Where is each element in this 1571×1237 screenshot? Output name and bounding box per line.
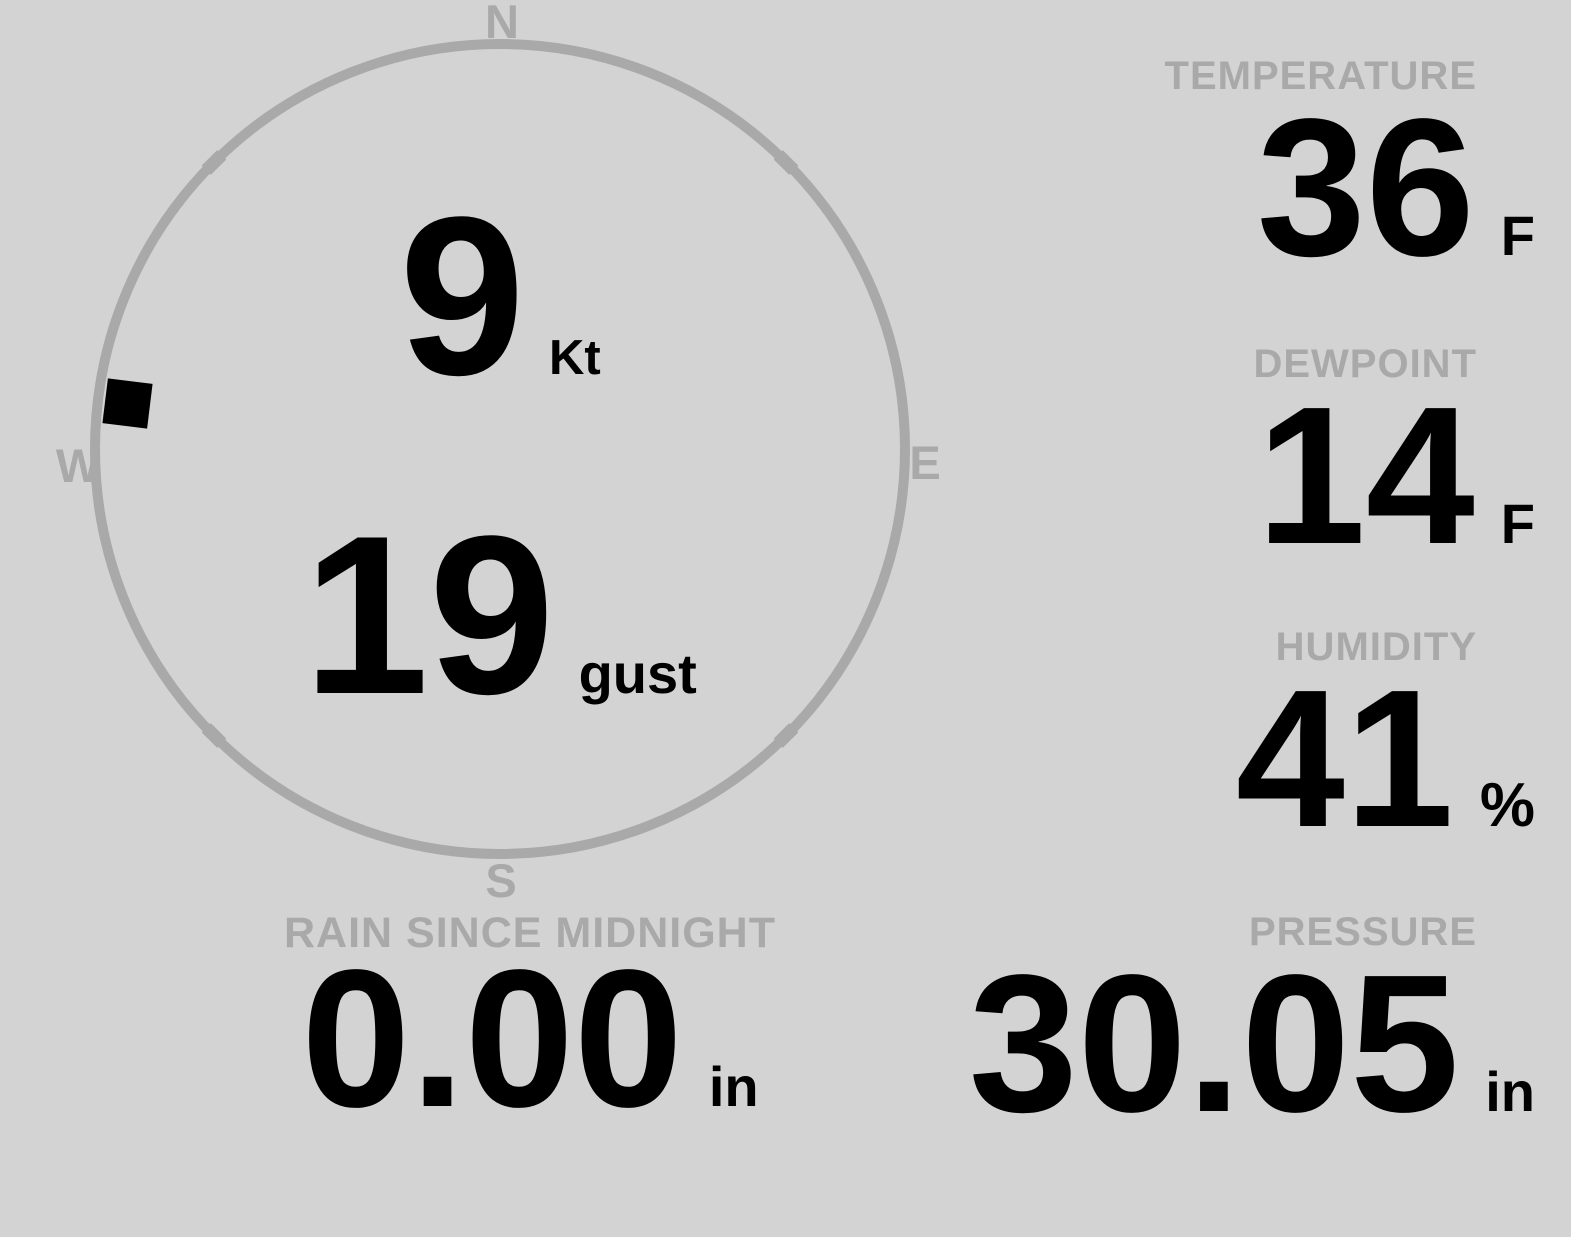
- dewpoint-section: DEWPOINT 14 F: [1253, 342, 1535, 585]
- wind-speed-value: 9: [399, 169, 525, 422]
- pressure-unit: in: [1485, 1060, 1535, 1123]
- wind-speed-unit: Kt: [548, 331, 601, 385]
- metrics-column: TEMPERATURE 36 F DEWPOINT 14 F HUMIDITY …: [875, 0, 1535, 1237]
- wind-gust-value: 19: [303, 488, 555, 741]
- rain-unit: in: [708, 1055, 759, 1118]
- wind-gust: 19 gust: [90, 488, 910, 741]
- compass-label-south: S: [485, 854, 517, 907]
- wind-compass: N E S W 9 Kt 19 gust: [56, 0, 941, 904]
- pressure-section: PRESSURE 30.05 in: [968, 910, 1535, 1153]
- humidity-label: HUMIDITY: [1275, 625, 1477, 669]
- humidity-value: 41: [1235, 649, 1454, 868]
- temperature-unit: F: [1500, 204, 1535, 267]
- compass-label-north: N: [485, 0, 519, 48]
- temperature-label: TEMPERATURE: [1164, 54, 1477, 98]
- wind-gust-unit: gust: [578, 642, 697, 705]
- dewpoint-value-row: 14 F: [1256, 366, 1535, 585]
- dewpoint-unit: F: [1500, 492, 1535, 555]
- rain-value-row: 0.00 in: [301, 929, 759, 1148]
- pressure-label: PRESSURE: [1248, 910, 1477, 954]
- dewpoint-value: 14: [1256, 366, 1475, 585]
- humidity-unit: %: [1479, 771, 1535, 840]
- temperature-section: TEMPERATURE 36 F: [1164, 54, 1535, 297]
- wind-direction-marker: [102, 378, 153, 429]
- pressure-value-row: 30.05 in: [968, 934, 1535, 1153]
- rain-section: RAIN SINCE MIDNIGHT 0.00 in: [160, 909, 900, 1148]
- wind-speed: 9 Kt: [90, 169, 910, 422]
- pressure-value: 30.05: [968, 934, 1460, 1153]
- rain-label: RAIN SINCE MIDNIGHT: [284, 909, 776, 957]
- rain-value: 0.00: [301, 929, 683, 1148]
- humidity-value-row: 41 %: [1235, 649, 1535, 868]
- temperature-value-row: 36 F: [1256, 78, 1535, 297]
- dewpoint-label: DEWPOINT: [1253, 342, 1477, 386]
- compass-label-east: E: [909, 436, 941, 489]
- temperature-value: 36: [1256, 78, 1475, 297]
- compass-ring: [90, 39, 910, 859]
- humidity-section: HUMIDITY 41 %: [1235, 625, 1535, 868]
- compass-label-west: W: [55, 439, 101, 492]
